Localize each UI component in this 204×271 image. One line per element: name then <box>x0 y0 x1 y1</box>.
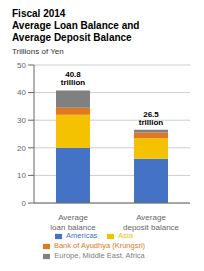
html-text:Americas: Americas <box>66 231 98 240</box>
svg-text:20: 20 <box>17 144 26 153</box>
svg-text:30: 30 <box>17 116 26 125</box>
html-text:Fiscal 2014: Fiscal 2014 <box>12 8 66 19</box>
html-text:Asia: Asia <box>118 231 133 240</box>
svg-text:50: 50 <box>17 61 26 70</box>
svg-text:26.5trillion: 26.5trillion <box>139 110 164 127</box>
svg-text:40: 40 <box>17 88 26 97</box>
html-text:Europe, Middle East, Africa: Europe, Middle East, Africa <box>54 251 145 260</box>
svg-text:0: 0 <box>22 199 27 208</box>
svg-text:40.8trillion: 40.8trillion <box>61 70 86 87</box>
html-text:Bank of Ayudhya (Krungsri): Bank of Ayudhya (Krungsri) <box>53 241 146 250</box>
svg-text:Averageloan balance: Averageloan balance <box>50 213 96 232</box>
svg-text:Averagedeposit balance: Averagedeposit balance <box>123 213 180 232</box>
svg-text:10: 10 <box>17 171 26 180</box>
html-text:Average Loan Balance and: Average Loan Balance and <box>12 20 140 31</box>
html-text:Trillions of Yen: Trillions of Yen <box>12 47 64 56</box>
html-text:Average Deposit Balance: Average Deposit Balance <box>12 32 132 43</box>
